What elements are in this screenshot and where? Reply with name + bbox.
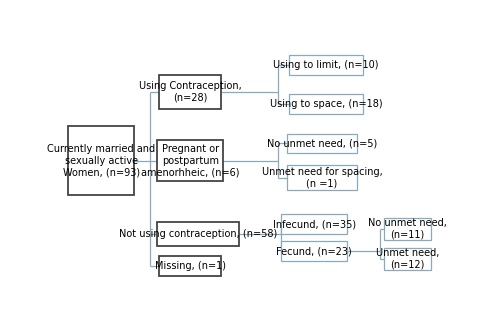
Text: Unmet need for spacing,
(n =1): Unmet need for spacing, (n =1) — [262, 167, 382, 189]
Text: Missing, (n=1): Missing, (n=1) — [155, 261, 226, 271]
Text: No unmet need, (n=5): No unmet need, (n=5) — [267, 138, 378, 149]
FancyBboxPatch shape — [384, 218, 430, 240]
FancyBboxPatch shape — [289, 55, 363, 75]
FancyBboxPatch shape — [287, 134, 357, 153]
FancyBboxPatch shape — [384, 247, 430, 270]
FancyBboxPatch shape — [158, 222, 239, 246]
FancyBboxPatch shape — [158, 140, 224, 181]
Text: Pregnant or
postpartum
amenorhheic, (n=6): Pregnant or postpartum amenorhheic, (n=6… — [141, 144, 240, 177]
Text: Not using contraception, (n=58): Not using contraception, (n=58) — [119, 229, 277, 239]
FancyBboxPatch shape — [282, 214, 348, 234]
FancyBboxPatch shape — [289, 94, 363, 114]
FancyBboxPatch shape — [160, 256, 222, 276]
FancyBboxPatch shape — [287, 165, 357, 190]
FancyBboxPatch shape — [68, 126, 134, 195]
Text: No unmet need,
(n=11): No unmet need, (n=11) — [368, 218, 447, 240]
Text: Using to space, (n=18): Using to space, (n=18) — [270, 99, 382, 109]
Text: Using Contraception,
(n=28): Using Contraception, (n=28) — [139, 81, 242, 103]
Text: Fecund, (n=23): Fecund, (n=23) — [276, 246, 352, 256]
Text: Using to limit, (n=10): Using to limit, (n=10) — [273, 60, 379, 70]
FancyBboxPatch shape — [282, 241, 348, 261]
Text: Currently married and
sexually active
Women, (n=93): Currently married and sexually active Wo… — [47, 144, 156, 177]
FancyBboxPatch shape — [160, 75, 222, 109]
Text: Unmet need,
(n=12): Unmet need, (n=12) — [376, 248, 439, 269]
Text: Infecund, (n=35): Infecund, (n=35) — [273, 219, 356, 229]
